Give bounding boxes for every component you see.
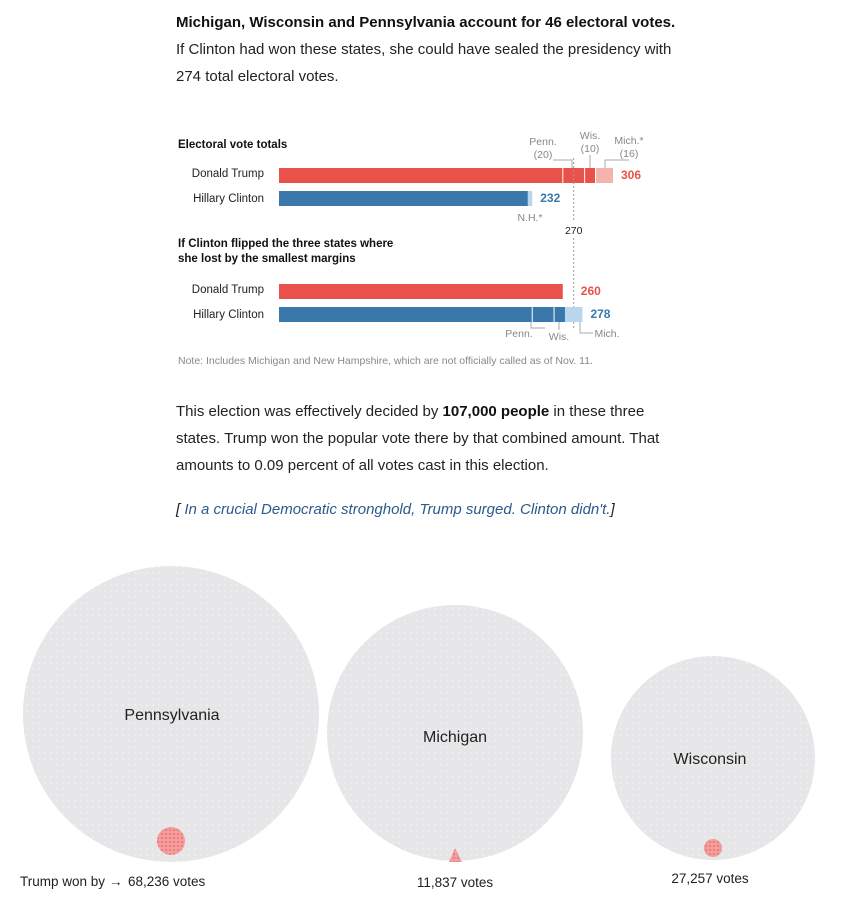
ann-nh: N.H.*: [517, 212, 542, 224]
intro-bold: Michigan, Wisconsin and Pennsylvania acc…: [176, 14, 676, 31]
state-label-pennsylvania: Pennsylvania: [124, 707, 219, 724]
ann-wis-bottom: Wis.: [549, 331, 569, 343]
bar-trump-flipped: [279, 284, 563, 299]
value-trump-totals: 306: [621, 168, 641, 182]
leader-mich-bottom: [579, 322, 593, 334]
chart-title-flipped-line2: she lost by the smallest margins: [178, 253, 356, 265]
row-label-trump-2: Donald Trump: [192, 284, 264, 296]
ann-mich-top: Mich.*: [614, 135, 643, 147]
ann-mich-top-votes: (16): [620, 148, 639, 160]
circle-wisconsin: [611, 656, 815, 860]
circle-michigan: [327, 605, 583, 861]
body-bold: 107,000 people: [442, 403, 550, 420]
margin-blob-michigan: [449, 848, 462, 862]
margin-pennsylvania: 68,236 votes: [128, 874, 206, 889]
related-link-line: [ In a crucial Democratic stronghold, Tr…: [176, 496, 676, 523]
leader-penn-bottom: [530, 322, 545, 329]
row-label-trump-1: Donald Trump: [192, 168, 264, 180]
bar-trump-mich-segment: [595, 168, 613, 183]
value-clinton-totals: 232: [540, 191, 560, 205]
bar-trump-totals: [279, 168, 596, 183]
threshold-label-bg: [561, 222, 586, 237]
ann-penn-bottom: Penn.: [505, 328, 532, 340]
chart-title-totals: Electoral vote totals: [178, 139, 287, 151]
threshold-label: 270: [565, 225, 583, 237]
link-close-bracket: ]: [610, 501, 615, 518]
value-clinton-flipped: 278: [590, 307, 610, 321]
body-after: in these three states. Trump won the pop…: [176, 403, 660, 474]
link-open-bracket: [: [176, 501, 185, 518]
related-article-link[interactable]: In a crucial Democratic stronghold, Trum…: [184, 501, 611, 518]
ann-mich-bottom: Mich.: [594, 328, 619, 340]
bar-clinton-nh-segment: [527, 191, 533, 206]
row-label-clinton-2: Hillary Clinton: [193, 309, 264, 321]
ann-wis-top: Wis.: [580, 130, 600, 142]
trump-won-by-label: Trump won by: [20, 874, 105, 889]
value-trump-flipped: 260: [581, 284, 601, 298]
intro-rest: If Clinton had won these states, she cou…: [176, 41, 672, 85]
bar-clinton-flipped: [279, 307, 565, 322]
state-label-wisconsin: Wisconsin: [674, 751, 747, 768]
body-paragraph: This election was effectively decided by…: [176, 398, 676, 479]
circle-pennsylvania: [23, 566, 319, 862]
ann-penn-top-votes: (20): [534, 149, 553, 161]
margin-blob-pennsylvania: [157, 827, 185, 855]
row-label-clinton-1: Hillary Clinton: [193, 193, 264, 205]
bar-clinton-mich-segment: [564, 307, 583, 322]
margin-wisconsin: 27,257 votes: [671, 871, 749, 886]
margin-blob-wisconsin: [704, 839, 722, 857]
chart-note: Note: Includes Michigan and New Hampshir…: [178, 355, 593, 367]
arrow-icon: →: [109, 874, 123, 889]
ann-penn-top: Penn.: [529, 136, 556, 148]
chart-title-flipped-line1: If Clinton flipped the three states wher…: [178, 238, 393, 250]
bar-clinton-totals: [279, 191, 528, 206]
intro-paragraph: Michigan, Wisconsin and Pennsylvania acc…: [176, 9, 676, 90]
leader-penn-top: [553, 159, 573, 168]
margin-michigan: 11,837 votes: [417, 875, 494, 890]
ann-wis-top-votes: (10): [581, 143, 600, 155]
body-before: This election was effectively decided by: [176, 403, 443, 420]
leader-mich-top: [604, 159, 629, 168]
electoral-vote-chart: Electoral vote totals Donald Trump Hilla…: [178, 130, 644, 343]
state-label-michigan: Michigan: [423, 729, 487, 746]
